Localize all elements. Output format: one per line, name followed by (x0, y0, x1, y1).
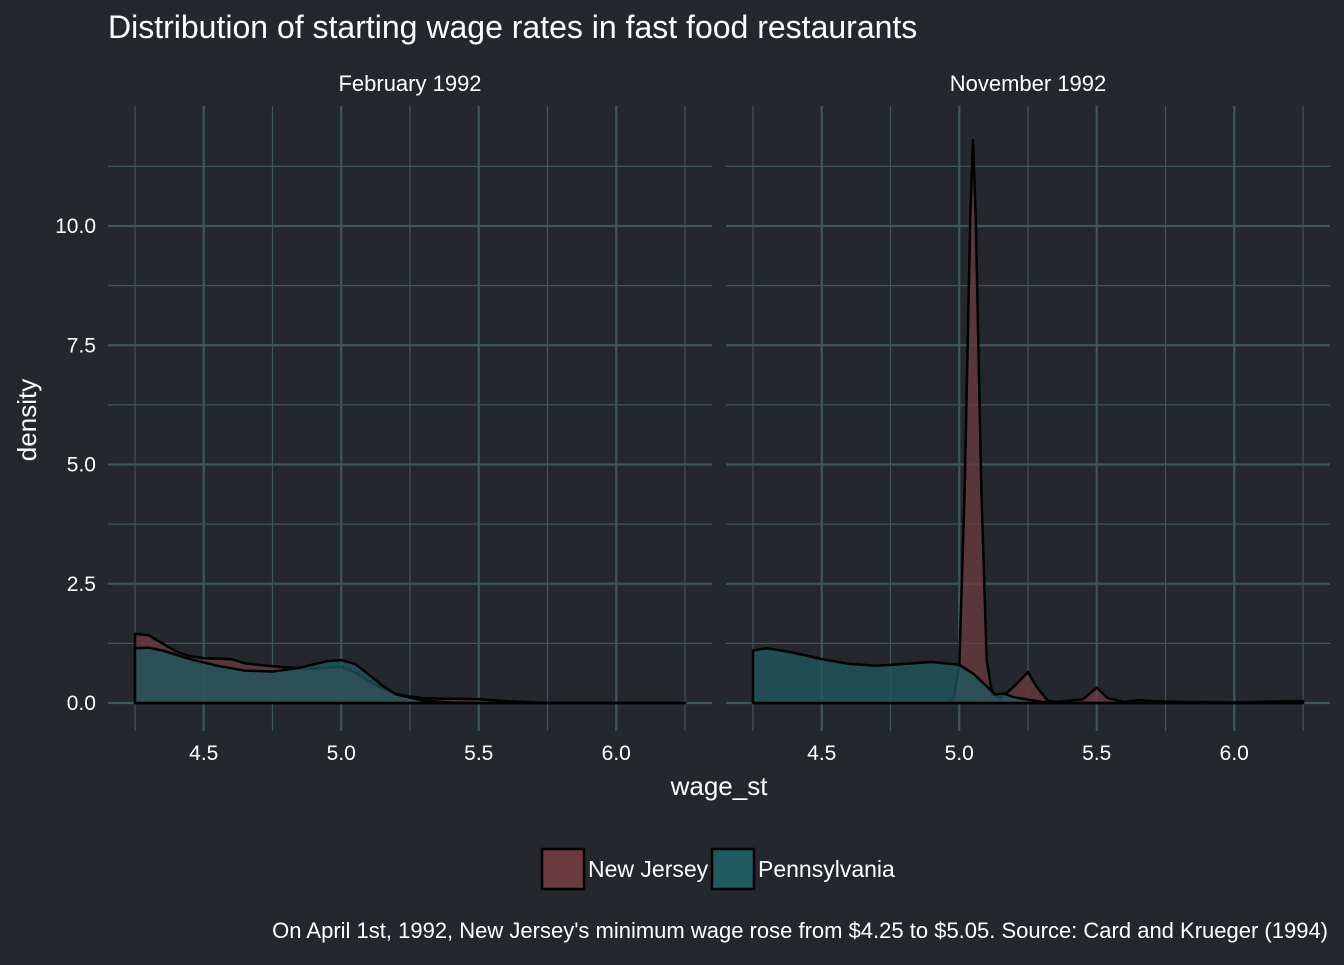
y-tick-label: 2.5 (67, 573, 96, 596)
facet-panel: November 1992 4.5 5.0 5.5 6.0 (726, 71, 1330, 765)
x-tick-label: 5.0 (327, 742, 356, 765)
density-area-pennsylvania (133, 646, 687, 705)
legend-label: New Jersey (588, 856, 709, 882)
facet-strip-label: November 1992 (950, 71, 1107, 96)
density-area-pennsylvania (751, 646, 1305, 705)
legend-key (710, 847, 756, 891)
legend-key (540, 847, 586, 891)
facet-panel: February 1992 4.5 5.0 5.5 6.0 0.0 2.5 5.0 7.5 10.… (55, 71, 712, 765)
legend: New Jersey Pennsylvania (540, 847, 895, 891)
y-tick-label: 0.0 (67, 692, 96, 715)
y-tick-label: 7.5 (67, 334, 96, 357)
y-tick-label: 10.0 (55, 215, 96, 238)
gridlines (108, 106, 712, 731)
x-tick-label: 6.0 (602, 742, 631, 765)
chart-caption: On April 1st, 1992, New Jersey's minimum… (272, 918, 1328, 943)
x-tick-label: 5.5 (464, 742, 493, 765)
legend-label: Pennsylvania (758, 856, 895, 882)
y-tick-label: 5.0 (67, 454, 96, 477)
x-tick-label: 6.0 (1220, 742, 1249, 765)
x-tick-label: 5.0 (945, 742, 974, 765)
x-axis-label: wage_st (670, 771, 769, 801)
facet-strip-label: February 1992 (338, 71, 481, 96)
x-tick-label: 4.5 (189, 742, 218, 765)
facet-panels: February 1992 4.5 5.0 5.5 6.0 0.0 2.5 5.0 7.5 10.… (55, 71, 1330, 765)
y-axis-label: density (12, 379, 42, 461)
x-tick-label: 5.5 (1082, 742, 1111, 765)
x-tick-label: 4.5 (807, 742, 836, 765)
chart-title: Distribution of starting wage rates in f… (108, 9, 917, 45)
